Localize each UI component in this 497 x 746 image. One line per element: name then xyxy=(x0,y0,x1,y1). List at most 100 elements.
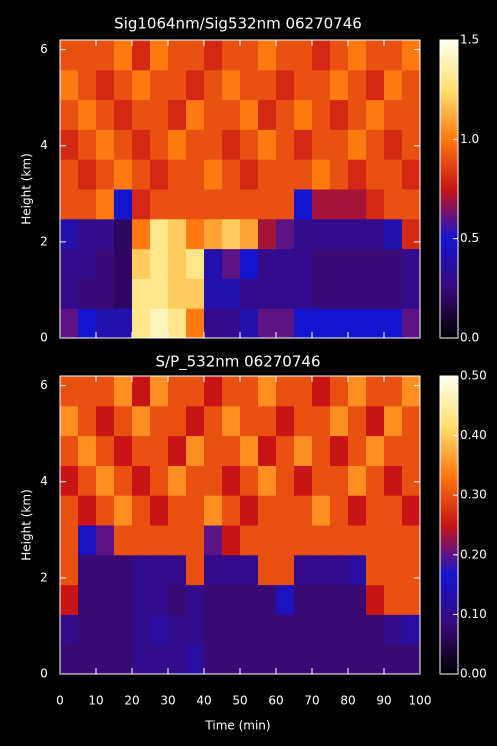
heat-cell xyxy=(114,495,133,526)
heat-cell xyxy=(204,435,223,466)
heat-cell xyxy=(294,525,313,556)
heat-cell xyxy=(96,554,115,586)
heat-cell xyxy=(312,554,331,586)
heat-cell xyxy=(222,495,241,526)
heat-cell xyxy=(402,218,421,250)
heat-cell xyxy=(96,405,115,437)
heat-cell xyxy=(222,584,241,615)
heat-cell xyxy=(222,554,241,586)
heat-cell xyxy=(312,40,331,71)
heat-cell xyxy=(204,495,223,526)
colorbar-tick-label: 0.20 xyxy=(460,547,487,561)
heat-cell xyxy=(186,495,205,526)
heat-cell xyxy=(114,278,133,309)
heat-cell xyxy=(294,376,313,407)
heat-cell xyxy=(402,614,421,645)
heat-cell xyxy=(204,159,223,190)
heat-cell xyxy=(96,308,115,339)
heat-cell xyxy=(60,376,79,407)
heat-cell xyxy=(330,218,349,250)
heat-cell xyxy=(132,435,151,466)
heat-cell xyxy=(168,465,187,496)
heat-cell xyxy=(186,376,205,407)
heat-cell xyxy=(366,248,385,279)
heat-cell xyxy=(60,99,79,130)
heat-cell xyxy=(330,159,349,190)
heat-cell xyxy=(60,218,79,250)
heat-cell xyxy=(222,376,241,407)
heat-cell xyxy=(258,189,277,220)
heat-cell xyxy=(168,584,187,615)
heat-cell xyxy=(60,525,79,556)
heat-cell xyxy=(60,614,79,645)
heat-cell xyxy=(96,248,115,279)
heat-cell xyxy=(204,376,223,407)
heat-cell xyxy=(60,465,79,496)
heat-cell xyxy=(258,584,277,615)
heat-cell xyxy=(258,248,277,279)
heat-cell xyxy=(348,308,367,339)
heat-cell xyxy=(150,129,169,160)
heat-cell xyxy=(132,159,151,190)
heat-cell xyxy=(240,554,259,586)
heat-cell xyxy=(366,99,385,130)
heat-cell xyxy=(168,278,187,309)
heat-cell xyxy=(348,465,367,496)
heat-cell xyxy=(276,614,295,645)
heat-cell xyxy=(330,99,349,130)
heat-cell xyxy=(294,465,313,496)
heat-cell xyxy=(258,614,277,645)
heat-cell xyxy=(168,405,187,437)
heat-cell xyxy=(384,495,403,526)
heat-cell xyxy=(312,129,331,160)
heat-cell xyxy=(294,218,313,250)
heat-cell xyxy=(186,129,205,160)
heat-cell xyxy=(366,644,385,675)
heat-cell xyxy=(366,554,385,586)
heat-cell xyxy=(276,69,295,101)
heat-cell xyxy=(78,495,97,526)
heat-cell xyxy=(366,405,385,437)
heat-cell xyxy=(168,99,187,130)
heat-cell xyxy=(330,554,349,586)
heat-cell xyxy=(168,218,187,250)
heat-cell xyxy=(312,278,331,309)
heat-cell xyxy=(402,129,421,160)
heat-cell xyxy=(204,614,223,645)
heat-cell xyxy=(348,435,367,466)
heat-cell xyxy=(384,248,403,279)
heat-cell xyxy=(96,644,115,675)
heat-cell xyxy=(312,614,331,645)
heat-cell xyxy=(168,435,187,466)
heat-cell xyxy=(150,644,169,675)
heat-cell xyxy=(222,40,241,71)
heat-cell xyxy=(402,495,421,526)
heat-cell xyxy=(312,376,331,407)
heat-cell xyxy=(186,159,205,190)
heat-cell xyxy=(168,495,187,526)
heat-cell xyxy=(276,248,295,279)
heat-cell xyxy=(294,248,313,279)
heat-cell xyxy=(96,189,115,220)
heat-cell xyxy=(114,554,133,586)
heat-cell xyxy=(276,554,295,586)
heat-cell xyxy=(204,525,223,556)
heat-cell xyxy=(222,465,241,496)
heat-cell xyxy=(150,40,169,71)
heat-cell xyxy=(132,614,151,645)
heat-cell xyxy=(132,40,151,71)
heat-cell xyxy=(168,644,187,675)
heat-cell xyxy=(150,495,169,526)
heat-cell xyxy=(114,405,133,437)
heat-cell xyxy=(96,614,115,645)
heat-cell xyxy=(78,99,97,130)
y-tick-label: 2 xyxy=(40,234,48,248)
heat-cell xyxy=(204,40,223,71)
x-tick-label: 90 xyxy=(376,694,391,708)
heat-cell xyxy=(132,129,151,160)
x-tick-label: 40 xyxy=(196,694,211,708)
colorbar-tick-label: 1.5 xyxy=(460,33,479,47)
heat-cell xyxy=(132,644,151,675)
colorbar-tick-label: 0.40 xyxy=(460,428,487,442)
